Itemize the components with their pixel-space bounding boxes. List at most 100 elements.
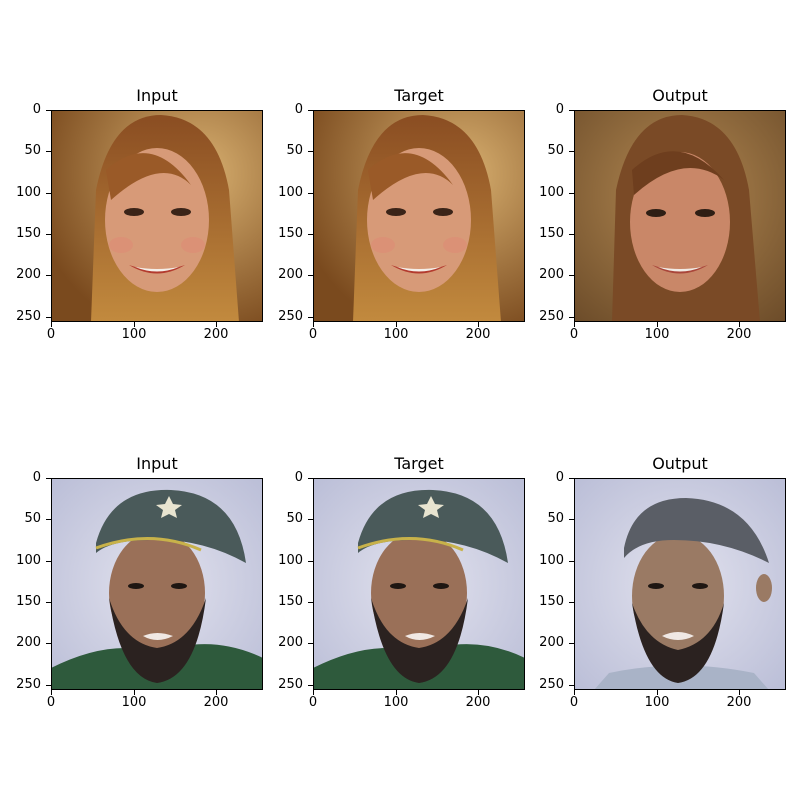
y-tick-label: 0 bbox=[32, 102, 41, 117]
y-tick bbox=[308, 685, 313, 686]
y-tick-label: 0 bbox=[555, 102, 564, 117]
face-photo-woman-reconstructed bbox=[574, 110, 786, 322]
y-tick bbox=[46, 561, 51, 562]
y-tick bbox=[569, 685, 574, 686]
plot-frame bbox=[313, 110, 525, 322]
x-tick-label: 200 bbox=[465, 327, 491, 342]
panel-title: Output bbox=[652, 454, 708, 473]
x-tick-label: 100 bbox=[383, 327, 409, 342]
panel-row2-input: Input 0 50 100 150 200 250 0 100 200 bbox=[16, 454, 263, 710]
x-tick bbox=[313, 322, 314, 327]
panel-title: Output bbox=[652, 86, 708, 105]
y-tick bbox=[569, 519, 574, 520]
face-photo-man bbox=[51, 478, 263, 690]
x-tick bbox=[657, 690, 658, 695]
x-tick bbox=[216, 690, 217, 695]
y-tick bbox=[308, 602, 313, 603]
y-tick-label: 250 bbox=[278, 309, 303, 324]
x-tick bbox=[739, 690, 740, 695]
x-tick bbox=[396, 690, 397, 695]
x-tick-label: 100 bbox=[121, 327, 147, 342]
y-tick bbox=[569, 317, 574, 318]
plot-frame bbox=[51, 478, 263, 690]
plot-frame bbox=[574, 110, 786, 322]
y-tick-label: 50 bbox=[547, 143, 564, 158]
y-tick bbox=[308, 234, 313, 235]
y-tick bbox=[308, 275, 313, 276]
y-tick bbox=[569, 478, 574, 479]
y-tick bbox=[46, 602, 51, 603]
y-tick bbox=[46, 643, 51, 644]
x-tick-label: 0 bbox=[569, 695, 579, 710]
x-tick bbox=[313, 690, 314, 695]
y-tick bbox=[46, 234, 51, 235]
y-tick bbox=[308, 151, 313, 152]
panel-title: Target bbox=[394, 454, 444, 473]
y-tick-label: 250 bbox=[539, 677, 564, 692]
y-tick bbox=[46, 519, 51, 520]
y-tick-label: 250 bbox=[16, 677, 41, 692]
y-tick-label: 150 bbox=[16, 594, 41, 609]
x-tick bbox=[396, 322, 397, 327]
y-tick bbox=[308, 193, 313, 194]
face-photo-woman bbox=[51, 110, 263, 322]
y-tick-label: 50 bbox=[286, 511, 303, 526]
y-tick bbox=[569, 643, 574, 644]
y-tick-label: 150 bbox=[278, 594, 303, 609]
y-tick bbox=[308, 561, 313, 562]
panel-title: Input bbox=[136, 454, 178, 473]
panel-title: Target bbox=[394, 86, 444, 105]
y-tick bbox=[569, 234, 574, 235]
y-tick bbox=[569, 275, 574, 276]
y-tick bbox=[308, 643, 313, 644]
x-tick bbox=[574, 322, 575, 327]
panel-row1-target: Target 0 50 100 150 200 250 0 100 200 bbox=[278, 86, 525, 342]
x-tick-label: 0 bbox=[569, 327, 579, 342]
y-tick bbox=[46, 317, 51, 318]
y-tick bbox=[46, 151, 51, 152]
y-tick-label: 200 bbox=[16, 267, 41, 282]
x-tick bbox=[216, 322, 217, 327]
y-tick-label: 250 bbox=[16, 309, 41, 324]
y-tick-label: 100 bbox=[539, 553, 564, 568]
x-tick-label: 100 bbox=[644, 327, 670, 342]
x-tick-label: 200 bbox=[726, 327, 752, 342]
plot-frame bbox=[51, 110, 263, 322]
y-tick-label: 150 bbox=[539, 226, 564, 241]
y-tick bbox=[569, 193, 574, 194]
y-tick-label: 200 bbox=[539, 267, 564, 282]
x-tick bbox=[51, 322, 52, 327]
y-tick-label: 0 bbox=[294, 102, 303, 117]
y-tick-label: 200 bbox=[539, 635, 564, 650]
plot-frame bbox=[313, 478, 525, 690]
y-tick bbox=[569, 602, 574, 603]
y-tick-label: 150 bbox=[16, 226, 41, 241]
x-tick-label: 0 bbox=[46, 327, 56, 342]
panel-row2-target: Target 0 50 100 150 200 250 0 100 200 bbox=[278, 454, 525, 710]
y-tick-label: 100 bbox=[539, 185, 564, 200]
y-tick bbox=[46, 110, 51, 111]
y-tick-label: 0 bbox=[555, 470, 564, 485]
y-tick bbox=[46, 685, 51, 686]
panel-title: Input bbox=[136, 86, 178, 105]
y-tick-label: 250 bbox=[278, 677, 303, 692]
x-tick bbox=[574, 690, 575, 695]
y-tick bbox=[569, 151, 574, 152]
x-tick bbox=[478, 690, 479, 695]
x-tick bbox=[739, 322, 740, 327]
y-tick bbox=[308, 110, 313, 111]
y-tick-label: 100 bbox=[16, 185, 41, 200]
x-tick-label: 100 bbox=[644, 695, 670, 710]
face-photo-man bbox=[313, 478, 525, 690]
y-tick-label: 50 bbox=[286, 143, 303, 158]
plot-frame bbox=[574, 478, 786, 690]
panel-row2-output: Output 0 50 100 150 200 250 0 100 200 bbox=[539, 454, 786, 710]
y-tick-label: 50 bbox=[24, 143, 41, 158]
y-tick-label: 100 bbox=[278, 553, 303, 568]
x-tick-label: 200 bbox=[203, 327, 229, 342]
x-tick-label: 100 bbox=[121, 695, 147, 710]
y-tick-label: 150 bbox=[539, 594, 564, 609]
y-tick bbox=[46, 478, 51, 479]
y-tick-label: 100 bbox=[278, 185, 303, 200]
y-tick-label: 50 bbox=[24, 511, 41, 526]
